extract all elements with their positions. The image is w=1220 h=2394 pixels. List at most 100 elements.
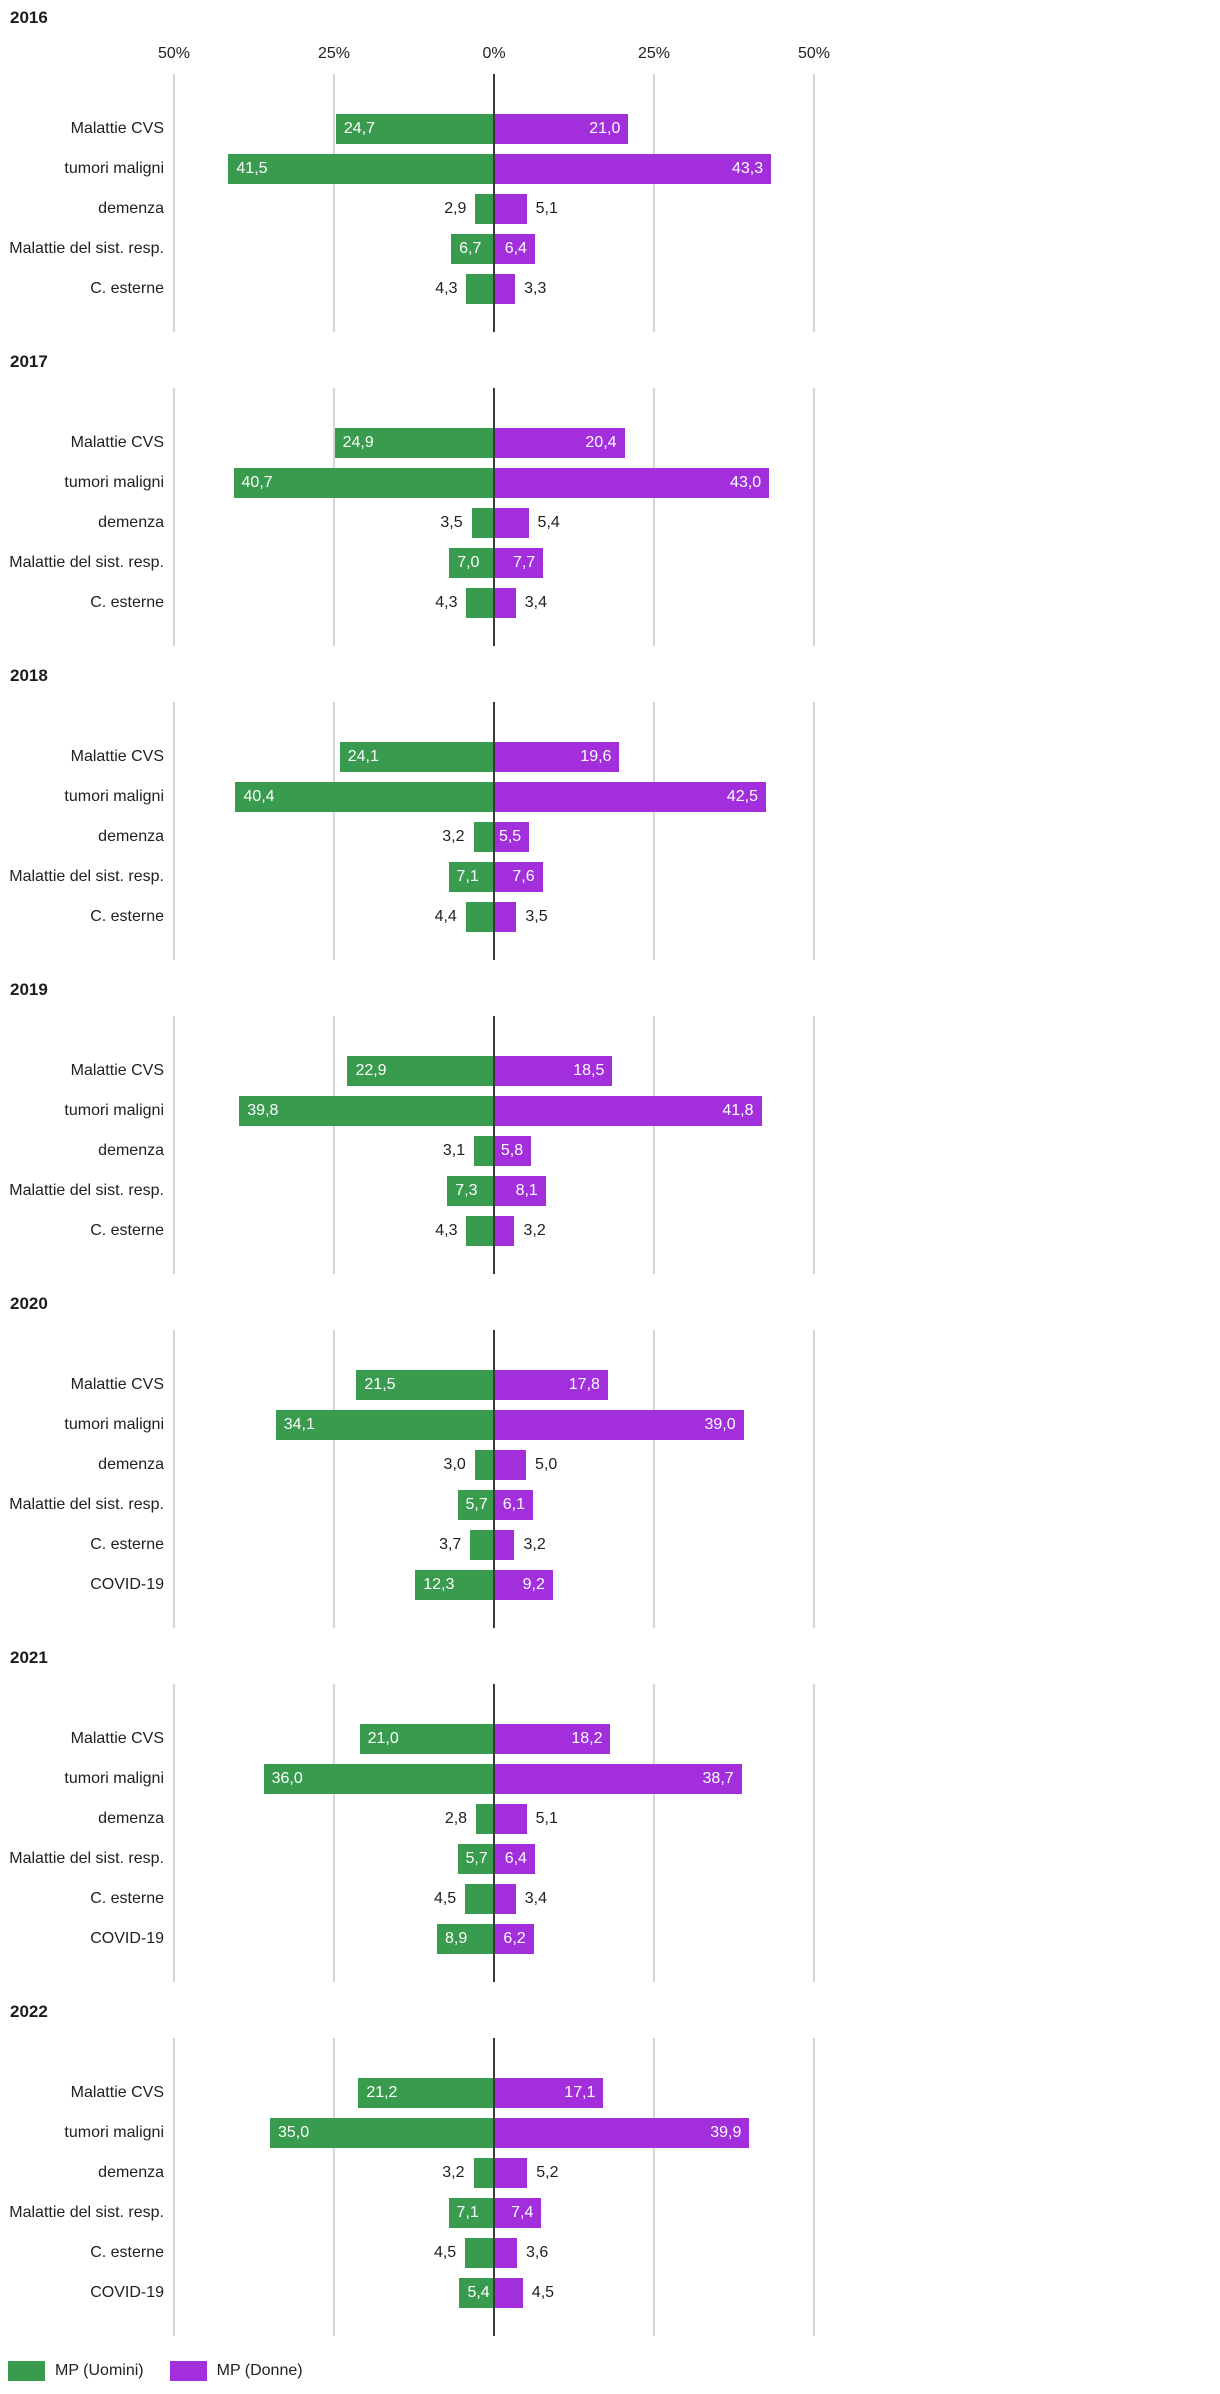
value-label-men: 35,0 xyxy=(278,2124,310,2141)
gridline xyxy=(653,1016,655,1274)
category-label: Malattie del sist. resp. xyxy=(9,1850,164,1867)
bar-women-COVID-19: 9,2 xyxy=(494,1570,553,1600)
category-label: tumori maligni xyxy=(64,788,164,805)
bar-men-Malattie del sist. resp.: 5,7 xyxy=(457,1844,494,1874)
bar-men-C. esterne: 4,3 xyxy=(435,274,494,304)
value-label-women: 7,6 xyxy=(512,868,535,885)
year-label: 2021 xyxy=(10,1648,48,1667)
category-label: C. esterne xyxy=(90,1222,164,1239)
year-label: 2020 xyxy=(10,1294,48,1313)
bar-men-tumori maligni: 39,8 xyxy=(239,1096,494,1126)
value-label-women: 6,4 xyxy=(504,1850,527,1867)
value-label-women: 6,1 xyxy=(502,1496,526,1513)
bar-women-C. esterne: 3,4 xyxy=(494,588,547,618)
category-label: tumori maligni xyxy=(64,1102,164,1119)
category-label: Malattie CVS xyxy=(70,1730,164,1747)
value-label-men: 4,4 xyxy=(434,908,457,925)
gridline xyxy=(813,74,815,332)
gridline xyxy=(333,74,335,332)
bar-women-tumori maligni: 43,3 xyxy=(494,154,772,184)
bar-men-demenza: 2,9 xyxy=(444,194,494,224)
value-label-women: 5,0 xyxy=(535,1456,558,1473)
bar-men-Malattie del sist. resp.: 7,0 xyxy=(449,548,494,578)
bar-men-tumori maligni: 40,4 xyxy=(235,782,494,812)
bar-women-Malattie del sist. resp.: 7,4 xyxy=(494,2198,542,2228)
value-label-men: 2,9 xyxy=(444,200,467,217)
gridline xyxy=(813,702,815,960)
bar-women-Malattie CVS: 17,1 xyxy=(494,2078,604,2108)
axis-tick-label: 25% xyxy=(637,45,671,62)
bar-men-C. esterne: 4,3 xyxy=(435,1216,494,1246)
category-label: Malattie CVS xyxy=(70,1376,164,1393)
value-label-women: 41,8 xyxy=(722,1102,754,1119)
value-label-men: 3,0 xyxy=(443,1456,466,1473)
category-label: demenza xyxy=(98,1456,164,1473)
plot-area: Malattie CVS 24,1 19,6 tumori maligni 40,4 42… xyxy=(9,702,815,960)
value-label-women: 18,2 xyxy=(571,1730,603,1747)
category-label: demenza xyxy=(98,514,164,531)
value-label-men: 36,0 xyxy=(271,1770,303,1787)
bar-men-C. esterne: 3,7 xyxy=(439,1530,494,1560)
legend-label: MP (Donne) xyxy=(216,2362,303,2379)
legend-swatch-men xyxy=(8,2361,45,2381)
value-label-men: 24,7 xyxy=(343,120,376,137)
bar-women-COVID-19: 6,2 xyxy=(494,1924,534,1954)
gridline xyxy=(653,702,655,960)
gridline xyxy=(173,1016,175,1274)
legend-item-men: MP (Uomini) xyxy=(8,2361,144,2381)
bar-men-Malattie CVS: 21,5 xyxy=(356,1370,494,1400)
bar-men-Malattie CVS: 24,9 xyxy=(334,428,494,458)
value-label-men: 6,7 xyxy=(459,240,482,257)
bar-men-demenza: 3,2 xyxy=(442,2158,494,2188)
chart-section-2021: 2021 Malattie CVS 21,0 18,2 tumori maligni 36… xyxy=(8,1648,1220,1982)
gridline xyxy=(173,1684,175,1982)
plot-area: Malattie CVS 22,9 18,5 tumori maligni 39,8 41… xyxy=(9,1016,815,1274)
bar-men-tumori maligni: 40,7 xyxy=(233,468,494,498)
category-label: tumori maligni xyxy=(64,2124,164,2141)
gridline xyxy=(653,74,655,332)
bar-women-C. esterne: 3,2 xyxy=(494,1216,546,1246)
gridline xyxy=(333,2038,335,2336)
bar-women-tumori maligni: 39,0 xyxy=(494,1410,744,1440)
value-label-men: 2,8 xyxy=(444,1810,468,1827)
gridline xyxy=(333,1330,335,1628)
category-label: demenza xyxy=(98,1142,164,1159)
value-label-men: 39,8 xyxy=(247,1102,279,1119)
gridline xyxy=(173,2038,175,2336)
axis-tick-labels: 50% 25% 0% 25% 50% xyxy=(158,44,830,64)
gridline xyxy=(333,702,335,960)
legend-item-women: MP (Donne) xyxy=(169,2361,303,2381)
plot-area: Malattie CVS 24,7 21,0 tumori maligni 41,5 43… xyxy=(9,74,815,332)
gridline xyxy=(653,388,655,646)
value-label-men: 40,4 xyxy=(243,788,275,805)
category-label: Malattie CVS xyxy=(70,120,164,137)
value-label-men: 3,5 xyxy=(440,514,463,531)
value-label-men: 3,7 xyxy=(439,1536,462,1553)
bar-men-demenza: 3,0 xyxy=(444,1450,494,1480)
center-axis-line xyxy=(493,2038,495,2336)
category-label: demenza xyxy=(98,828,164,845)
category-label: C. esterne xyxy=(90,594,164,611)
value-label-women: 39,9 xyxy=(710,2124,742,2141)
bar-men-Malattie del sist. resp.: 7,3 xyxy=(447,1176,494,1206)
category-label: Malattie del sist. resp. xyxy=(9,1496,164,1513)
category-label: demenza xyxy=(98,2164,164,2181)
bar-women-Malattie CVS: 18,5 xyxy=(494,1056,613,1086)
axis-tick-label: 0% xyxy=(482,45,506,62)
center-axis-line xyxy=(493,1016,495,1274)
category-label: Malattie del sist. resp. xyxy=(9,1182,164,1199)
category-label: Malattie CVS xyxy=(70,434,164,451)
value-label-men: 4,3 xyxy=(435,1222,458,1239)
bar-men-demenza: 3,2 xyxy=(442,822,494,852)
bar-women-demenza: 5,4 xyxy=(494,508,560,538)
gridline xyxy=(813,1016,815,1274)
gridline xyxy=(813,2038,815,2336)
bar-men-Malattie CVS: 21,0 xyxy=(359,1724,494,1754)
category-label: C. esterne xyxy=(90,908,164,925)
bar-men-Malattie CVS: 22,9 xyxy=(347,1056,494,1086)
axis-tick-label: 50% xyxy=(157,45,191,62)
category-label: C. esterne xyxy=(90,1536,164,1553)
gridline xyxy=(333,1016,335,1274)
value-label-men: 8,9 xyxy=(445,1930,468,1947)
chart-section-2020: 2020 Malattie CVS 21,5 17,8 tumori maligni 34… xyxy=(8,1294,1220,1628)
